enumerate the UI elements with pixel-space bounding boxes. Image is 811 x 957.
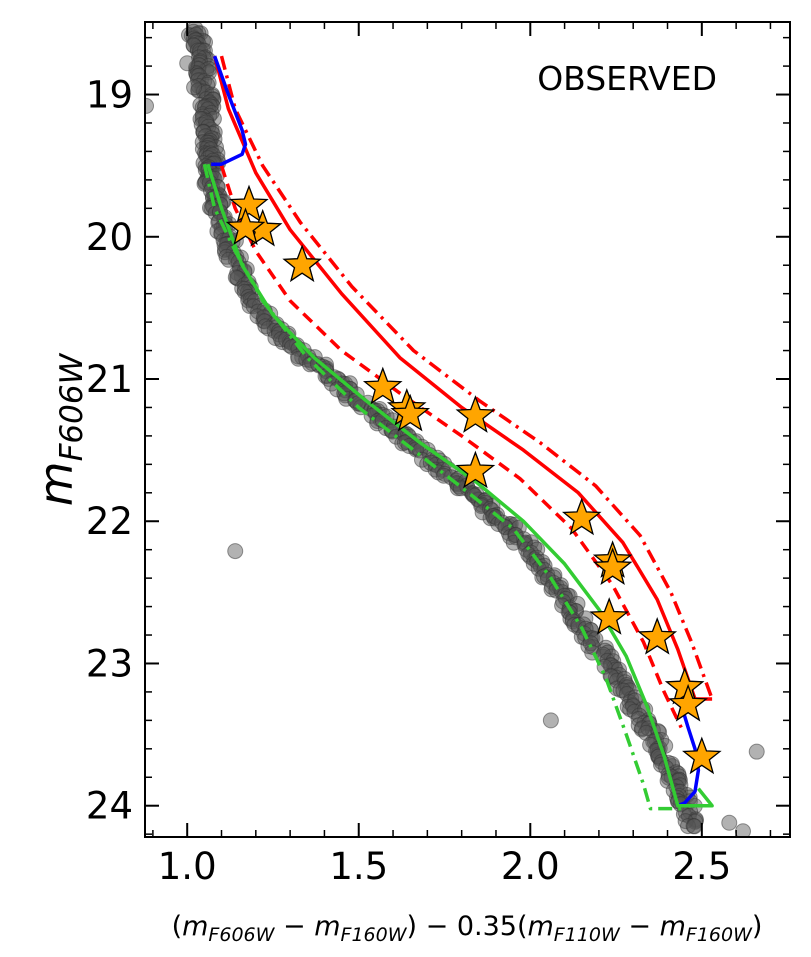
- star-marker: [229, 184, 269, 223]
- star-marker: [455, 450, 496, 489]
- xlabel-sub: F160W: [341, 924, 408, 946]
- data-point-outlier: [542, 712, 559, 729]
- data-point-outlier: [179, 55, 196, 72]
- x-axis-label: (mF606W − mF160W) − 0.35(mF110W − mF160W…: [172, 911, 763, 946]
- x-tick-label: 2.0: [501, 845, 560, 888]
- axis-ticks: [145, 22, 790, 837]
- green-dashdot-line: [202, 163, 682, 811]
- data-point-outlier: [748, 743, 765, 760]
- xlabel-sub: F606W: [208, 924, 275, 946]
- xlabel-part: (: [172, 911, 183, 942]
- plot-frame: [144, 21, 791, 838]
- data-point-outlier: [145, 97, 155, 114]
- xlabel-m: m: [314, 911, 340, 942]
- x-tick-label: 1.5: [329, 845, 388, 888]
- y-tick-label: 24: [86, 785, 133, 828]
- data-point-outlier: [227, 543, 244, 560]
- y-tick-label: 21: [86, 358, 133, 401]
- star-marker: [637, 617, 678, 655]
- star-marker: [455, 395, 496, 433]
- y-tick-labels: 19 20 21 22 23 24: [86, 74, 133, 828]
- data-point-outlier: [721, 814, 738, 831]
- star-marker: [668, 683, 708, 722]
- star-marker: [390, 393, 431, 432]
- y-tick-label: 19: [86, 74, 133, 117]
- y-tick-label: 22: [86, 500, 133, 543]
- xlabel-part: −: [274, 911, 314, 942]
- xlabel-m: m: [660, 911, 686, 942]
- red-solid-line: [212, 55, 713, 701]
- model-lines-layer: [202, 55, 714, 811]
- star-marker: [561, 497, 602, 536]
- star-marker: [362, 366, 403, 405]
- ylabel-m: m: [29, 461, 83, 506]
- gray-points-layer: [145, 22, 765, 837]
- star-marker: [282, 244, 322, 283]
- star-marker: [592, 547, 633, 585]
- data-point: [220, 251, 237, 268]
- x-tick-labels: 1.0 1.5 2.0 2.5: [158, 845, 731, 888]
- xlabel-sub: F110W: [554, 924, 621, 946]
- y-tick-label: 20: [86, 216, 133, 259]
- data-point: [686, 818, 703, 835]
- observed-annotation: OBSERVED: [537, 59, 717, 98]
- ylabel-sub: F606W: [54, 352, 90, 461]
- data-point-outlier: [186, 79, 203, 96]
- blue-solid-line: [677, 704, 701, 808]
- xlabel-m: m: [527, 911, 553, 942]
- star-marker: [225, 207, 266, 246]
- plot-area: [145, 22, 765, 837]
- xlabel-part: ): [752, 911, 763, 942]
- red-dashdot-line: [219, 55, 714, 700]
- data-point: [680, 818, 696, 835]
- y-axis-label: mF606W: [29, 352, 90, 506]
- orange-stars-layer: [225, 184, 722, 775]
- x-tick-label: 1.0: [158, 845, 217, 888]
- y-tick-label: 23: [86, 642, 133, 685]
- xlabel-m: m: [182, 911, 208, 942]
- xlabel-sub: F160W: [686, 924, 753, 946]
- red-dashed-line: [219, 165, 683, 729]
- xlabel-part: ) − 0.35(: [407, 911, 528, 942]
- xlabel-part: −: [620, 911, 660, 942]
- blue-solid-line: [211, 55, 248, 166]
- x-tick-label: 2.5: [672, 845, 731, 888]
- star-marker: [589, 597, 630, 635]
- star-marker: [682, 736, 722, 775]
